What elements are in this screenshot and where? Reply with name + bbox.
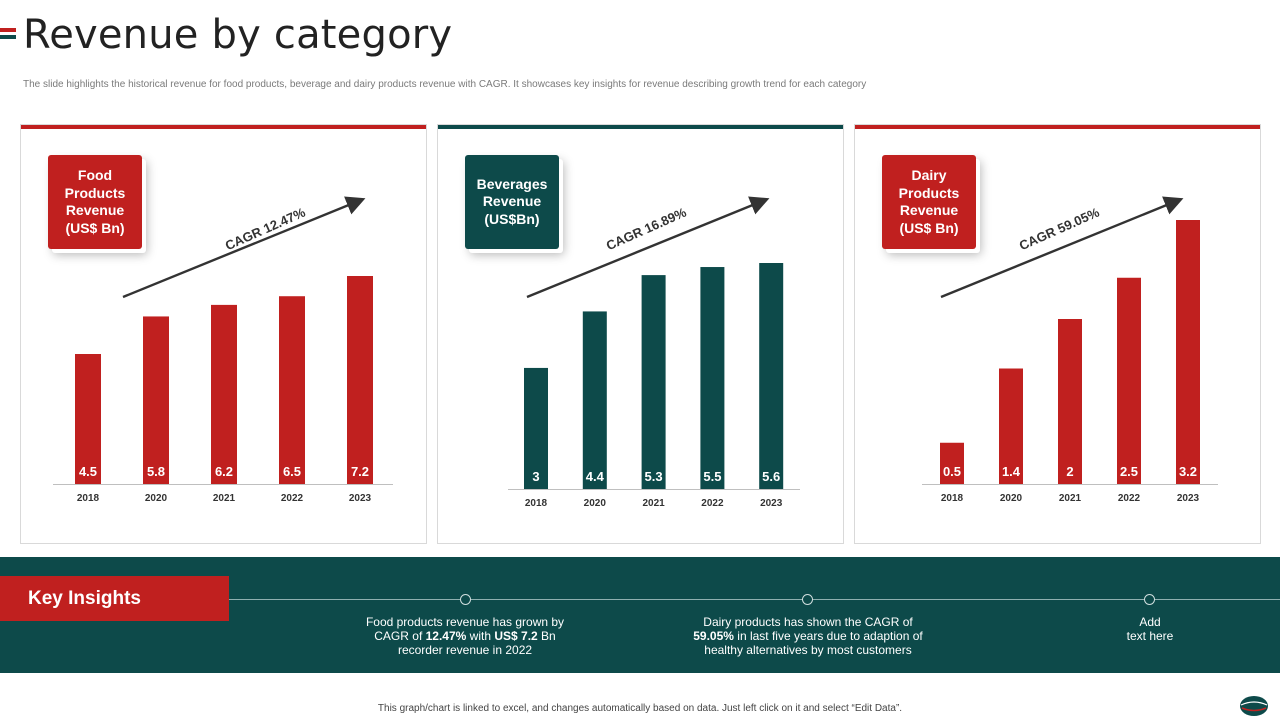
- x-tick-label: 2018: [77, 493, 100, 504]
- dairy-products-chart-panel[interactable]: 0.5 2018 1.4 2020 2 2021 2.5 2022 3.2 2023 CAGR 59…: [854, 124, 1261, 544]
- timeline-dot: [802, 594, 813, 605]
- x-tick-label: 2020: [1000, 493, 1023, 504]
- x-tick-label: 2021: [1059, 493, 1082, 504]
- x-tick-label: 2022: [281, 493, 304, 504]
- x-tick-label: 2018: [525, 498, 548, 509]
- timeline-dot: [460, 594, 471, 605]
- bar-2021: [211, 304, 237, 484]
- insight-placeholder[interactable]: Add text here: [1090, 615, 1210, 643]
- insight-line: Add: [1139, 615, 1161, 629]
- key-insights-band: Key Insights Food products revenue has g…: [0, 557, 1280, 673]
- insight-text: in last five years due to adaption of: [733, 629, 923, 643]
- food-products-chart-panel[interactable]: 4.5 2018 5.8 2020 6.2 2021 6.5 2022 7.2 2023 CAGR …: [20, 124, 427, 544]
- food-products-bar-chart[interactable]: 4.5 2018 5.8 2020 6.2 2021 6.5 2022 7.2 2023 CAGR …: [21, 125, 428, 545]
- insights-timeline: [229, 599, 1280, 600]
- insight-line: Food products revenue has grown by: [365, 615, 565, 629]
- bar-value-label: 5.3: [645, 469, 663, 484]
- bar-value-label: 0.5: [943, 464, 961, 479]
- panel-top-bar: [21, 125, 426, 129]
- bar-value-label: 3: [532, 469, 539, 484]
- insight-revenue-value: US$ 7.2: [494, 629, 538, 643]
- bar-value-label: 1.4: [1002, 464, 1021, 479]
- insight-line: Dairy products has shown the CAGR of: [703, 615, 913, 629]
- bar-value-label: 4.5: [79, 464, 97, 479]
- bar-2020: [143, 316, 169, 484]
- bar-2018: [524, 367, 548, 489]
- cagr-label: CAGR 59.05%: [1017, 204, 1102, 253]
- bar-value-label: 6.2: [215, 464, 233, 479]
- bar-value-label: 4.4: [586, 469, 605, 484]
- timeline-dot: [1144, 594, 1155, 605]
- circle-logo-icon: [1240, 696, 1268, 716]
- bar-2023: [759, 263, 784, 489]
- bar-value-label: 5.5: [703, 469, 721, 484]
- cagr-label: CAGR 12.47%: [223, 204, 308, 253]
- cagr-trend-arrow: [122, 196, 366, 299]
- bar-2020: [582, 311, 607, 489]
- bar-2018: [75, 354, 101, 484]
- bar-2018: [940, 442, 964, 484]
- bar-value-label: 2: [1066, 464, 1073, 479]
- x-tick-label: 2020: [584, 498, 607, 509]
- cagr-label: CAGR 16.89%: [604, 204, 689, 253]
- beverages-chart-title: Beverages Revenue (US$Bn): [465, 155, 559, 249]
- page-title: Revenue by category: [23, 12, 453, 58]
- page-subtitle: The slide highlights the historical reve…: [23, 79, 867, 90]
- bar-value-label: 2.5: [1120, 464, 1138, 479]
- footer-note: This graph/chart is linked to excel, and…: [377, 703, 903, 714]
- panel-top-bar: [438, 125, 843, 129]
- bar-2022: [700, 267, 725, 489]
- beverages-chart-panel[interactable]: 3 2018 4.4 2020 5.3 2021 5.5 2022 5.6 2023 CAGR 16…: [437, 124, 844, 544]
- cagr-trend-arrow: [940, 196, 1184, 299]
- insight-line: 59.05% in last five years due to adaptio…: [672, 629, 944, 643]
- x-tick-label: 2018: [941, 493, 964, 504]
- bar-2023: [1176, 220, 1200, 484]
- bar-2021: [641, 275, 666, 489]
- food-products-chart-title: Food Products Revenue (US$ Bn): [48, 155, 142, 249]
- bar-value-label: 7.2: [351, 464, 369, 479]
- x-tick-label: 2021: [213, 493, 236, 504]
- x-tick-label: 2021: [642, 498, 665, 509]
- x-tick-label: 2022: [701, 498, 724, 509]
- bar-value-label: 5.6: [762, 469, 780, 484]
- x-tick-label: 2023: [760, 498, 783, 509]
- x-tick-label: 2023: [349, 493, 372, 504]
- bar-2020: [999, 368, 1023, 484]
- dairy-products-bar-chart[interactable]: 0.5 2018 1.4 2020 2 2021 2.5 2022 3.2 2023 CAGR 59…: [855, 125, 1262, 545]
- cagr-trend-arrow: [526, 196, 770, 299]
- bar-2022: [279, 296, 305, 484]
- bar-value-label: 6.5: [283, 464, 301, 479]
- panel-top-bar: [855, 125, 1260, 129]
- beverages-bar-chart[interactable]: 3 2018 4.4 2020 5.3 2021 5.5 2022 5.6 2023 CAGR 16…: [438, 125, 845, 545]
- insight-dairy-products: Dairy products has shown the CAGR of 59.…: [672, 615, 944, 657]
- insight-text: Bn: [537, 629, 556, 643]
- key-insights-label: Key Insights: [0, 576, 229, 621]
- insight-text: CAGR of: [374, 629, 426, 643]
- bar-value-label: 3.2: [1179, 464, 1197, 479]
- insight-cagr-value: 59.05%: [693, 629, 734, 643]
- insight-line: healthy alternatives by most customers: [704, 643, 912, 657]
- x-tick-label: 2022: [1118, 493, 1141, 504]
- insight-cagr-value: 12.47%: [425, 629, 467, 643]
- bar-2021: [1058, 319, 1082, 484]
- dairy-products-chart-title: Dairy Products Revenue (US$ Bn): [882, 155, 976, 249]
- insight-line: text here: [1126, 629, 1174, 643]
- insight-food-products: Food products revenue has grown by CAGR …: [340, 615, 590, 657]
- bar-value-label: 5.8: [147, 464, 165, 479]
- insight-text: with: [466, 629, 495, 643]
- bar-2023: [347, 276, 373, 484]
- x-tick-label: 2023: [1177, 493, 1200, 504]
- bar-2022: [1117, 277, 1141, 484]
- title-accent-mark: [0, 28, 16, 42]
- insight-line: recorder revenue in 2022: [397, 643, 533, 657]
- x-tick-label: 2020: [145, 493, 168, 504]
- insight-line: CAGR of 12.47% with US$ 7.2 Bn: [340, 629, 590, 643]
